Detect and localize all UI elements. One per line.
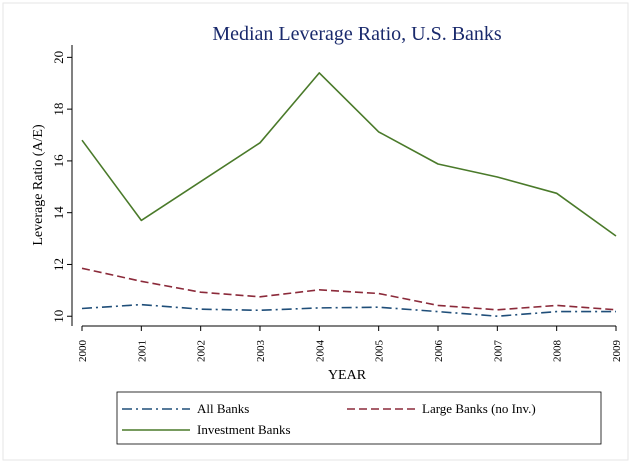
y-axis-title: Leverage Ratio (A/E) — [31, 124, 46, 246]
x-tick-label: 2002 — [196, 340, 208, 362]
series-point — [378, 131, 379, 132]
series-line — [81, 267, 617, 311]
series-point — [260, 142, 261, 143]
x-tick-label: 2004 — [314, 340, 326, 363]
series-point — [319, 307, 320, 308]
axes: 10 12 14 16 18 20 2000 2001 2002 2003 2004 2005 2006… — [51, 45, 623, 362]
series-point — [556, 193, 557, 194]
series-point — [319, 289, 320, 290]
series-point — [200, 181, 201, 182]
series-point — [556, 311, 557, 312]
series-point — [616, 236, 617, 237]
series-point — [319, 72, 320, 73]
series-2-line-group — [81, 267, 617, 311]
series-point — [497, 177, 498, 178]
series-point — [438, 164, 439, 165]
legend-label-3: Investment Banks — [197, 422, 291, 437]
y-tick-label: 16 — [51, 154, 66, 168]
x-tick-label: 2005 — [374, 340, 386, 363]
series-point — [200, 309, 201, 310]
series-point — [378, 293, 379, 294]
x-tick-label: 2007 — [492, 340, 504, 363]
series-1-line-group — [81, 303, 617, 318]
series-point — [82, 308, 83, 309]
series-point — [260, 310, 261, 311]
series-point — [141, 304, 142, 305]
x-tick-label: 2006 — [433, 340, 445, 363]
legend-label-1: All Banks — [197, 401, 249, 416]
series-point — [616, 311, 617, 312]
legend-label-2: Large Banks (no Inv.) — [422, 401, 536, 416]
y-tick-label: 18 — [51, 103, 66, 116]
x-tick-label: 2000 — [77, 340, 89, 363]
y-tick-label: 20 — [51, 51, 66, 64]
series-point — [141, 281, 142, 282]
series-point — [200, 292, 201, 293]
series-line — [81, 72, 617, 237]
series-3-line-group — [81, 72, 617, 237]
plot-background — [72, 47, 622, 324]
x-tick-label: 2001 — [136, 340, 148, 362]
y-tick-label: 14 — [51, 206, 66, 220]
series-point — [260, 296, 261, 297]
x-tick-label: 2009 — [611, 340, 623, 363]
series-point — [616, 309, 617, 310]
legend: All Banks Large Banks (no Inv.) Investment… — [116, 391, 602, 445]
series-point — [141, 220, 142, 221]
y-tick-label: 12 — [51, 258, 66, 271]
series-point — [378, 307, 379, 308]
series-point — [497, 316, 498, 317]
series-point — [438, 311, 439, 312]
x-axis-title: YEAR — [328, 368, 367, 383]
legend-box — [116, 391, 602, 445]
series-point — [82, 140, 83, 141]
y-tick-label: 10 — [51, 310, 66, 323]
series-point — [497, 309, 498, 310]
x-tick-label: 2003 — [255, 340, 267, 363]
x-tick-label: 2008 — [552, 340, 564, 363]
series-point — [82, 268, 83, 269]
chart-title: Median Leverage Ratio, U.S. Banks — [212, 23, 502, 45]
series-line — [81, 303, 616, 318]
series-point — [556, 305, 557, 306]
series-point — [438, 305, 439, 306]
plot-area — [72, 47, 622, 324]
